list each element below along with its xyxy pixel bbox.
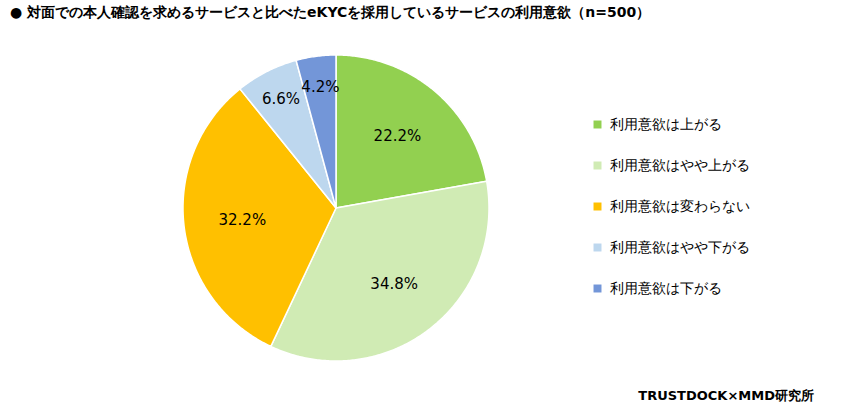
svg-text:4.2%: 4.2% <box>301 78 339 96</box>
svg-text:利用意欲は上がる: 利用意欲は上がる <box>610 116 722 132</box>
svg-text:利用意欲は変わらない: 利用意欲は変わらない <box>610 198 750 214</box>
html-text:TRUSTDOCK×MMD研究所: TRUSTDOCK×MMD研究所 <box>638 388 814 403</box>
html-text:● 対面での本人確認を求めるサービスと比べたeKYCを採用し: ● 対面での本人確認を求めるサービスと比べたeKYCを採用しているサービスの利用… <box>10 4 651 20</box>
svg-text:22.2%: 22.2% <box>374 127 422 145</box>
svg-text:利用意欲はやや上がる: 利用意欲はやや上がる <box>610 157 750 173</box>
svg-text:利用意欲はやや下がる: 利用意欲はやや下がる <box>610 239 750 255</box>
svg-text:32.2%: 32.2% <box>218 211 266 229</box>
svg-text:34.8%: 34.8% <box>370 275 418 293</box>
svg-text:利用意欲は下がる: 利用意欲は下がる <box>610 280 722 296</box>
svg-text:6.6%: 6.6% <box>262 90 300 108</box>
